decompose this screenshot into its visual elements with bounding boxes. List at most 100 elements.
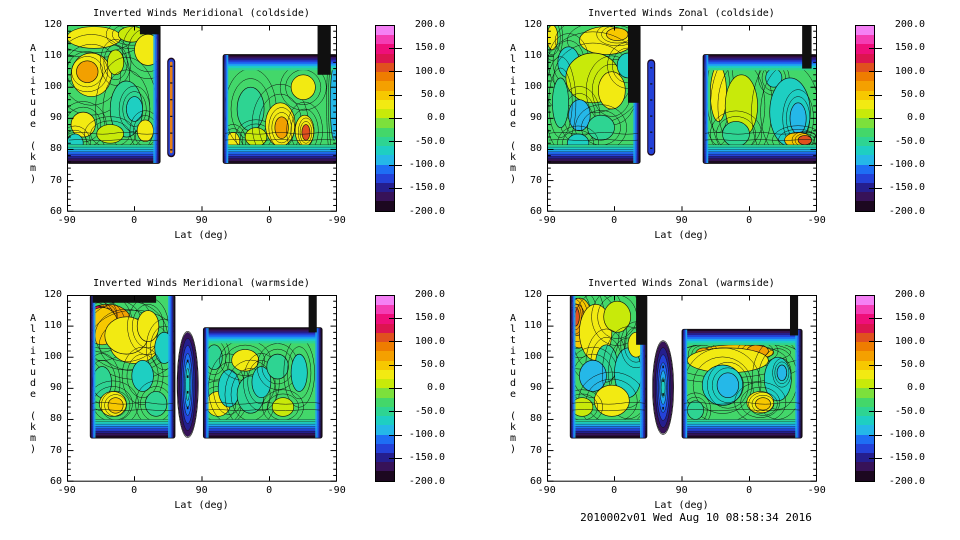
y-axis-label-char: k	[29, 151, 37, 163]
y-tick-label: 90	[529, 382, 542, 394]
colorbar-band	[376, 72, 394, 82]
colorbar-tick	[869, 141, 882, 143]
y-axis-label-char: (	[29, 141, 37, 153]
x-tick-label: -90	[57, 215, 76, 226]
y-axis-label-char: m	[509, 432, 517, 444]
y-tick-label: 120	[523, 289, 542, 300]
colorbar-band	[376, 146, 394, 156]
y-axis-label-char: )	[29, 443, 37, 455]
contour-plot	[66, 295, 337, 482]
colorbar-band	[856, 44, 874, 54]
colorbar-tick-label: 50.0	[420, 359, 445, 370]
x-tick-label: 0	[746, 215, 753, 226]
colorbar-tick-label: 150.0	[894, 312, 925, 324]
colorbar-band	[376, 155, 394, 165]
colorbar-tick	[869, 341, 882, 343]
colorbar-band	[376, 296, 394, 306]
colorbar-tick	[389, 71, 402, 73]
colorbar-tick	[389, 187, 402, 189]
x-axis-label: Lat (deg)	[174, 230, 229, 241]
contour-plot	[66, 25, 337, 212]
y-axis-label-char: i	[509, 75, 517, 87]
colorbar-band	[376, 425, 394, 435]
colorbar-tick-label: 200.0	[894, 19, 925, 30]
x-tick-label: 0	[131, 485, 138, 496]
chart-title: Inverted Winds Meridional (coldside)	[93, 8, 310, 19]
colorbar-tick	[389, 341, 402, 343]
colorbar-tick-label: 150.0	[414, 312, 445, 324]
y-axis-label-char: (	[29, 411, 37, 423]
y-axis-label-char: u	[29, 367, 37, 379]
colorbar-tick-label: 50.0	[420, 89, 445, 100]
colorbar-band	[856, 296, 874, 306]
colorbar-tick	[869, 364, 882, 366]
y-tick-label: 70	[49, 174, 62, 186]
colorbar-band	[376, 351, 394, 361]
y-tick-label: 60	[529, 205, 542, 217]
colorbar-band	[376, 201, 394, 211]
contour-plot	[546, 25, 817, 212]
colorbar-band	[376, 26, 394, 36]
colorbar-band	[856, 173, 874, 183]
colorbar-tick	[869, 411, 882, 413]
colorbar-band	[376, 136, 394, 147]
colorbar-band	[856, 81, 874, 91]
colorbar-band	[856, 462, 874, 472]
colorbar-tick-label: -50.0	[414, 135, 445, 147]
colorbar-tick-label: 200.0	[414, 19, 445, 30]
colorbar-band	[376, 53, 394, 63]
colorbar-band	[376, 323, 394, 333]
colorbar-tick	[389, 164, 402, 166]
colorbar-band	[856, 314, 874, 324]
x-tick-label: -90	[807, 485, 826, 496]
colorbar-band	[856, 26, 874, 36]
colorbar-band	[856, 118, 874, 128]
colorbar-band	[856, 452, 874, 463]
colorbar-tick	[389, 47, 402, 49]
colorbar-band	[856, 136, 874, 147]
y-axis-label-char: l	[29, 323, 37, 335]
x-tick-label: -90	[327, 485, 346, 496]
colorbar-band	[376, 360, 394, 370]
y-tick-label: 110	[43, 50, 62, 62]
colorbar-tick	[869, 117, 882, 119]
colorbar-band	[376, 109, 394, 119]
y-tick-label: 60	[49, 205, 62, 217]
colorbar-band	[376, 388, 394, 398]
colorbar-tick-label: -150.0	[888, 452, 925, 464]
y-axis-label-char: i	[29, 345, 37, 357]
colorbar-band	[376, 332, 394, 343]
y-axis-label-char: t	[509, 64, 517, 76]
colorbar-tick	[389, 317, 402, 319]
colorbar-tick	[869, 187, 882, 189]
colorbar-tick	[389, 117, 402, 119]
colorbar-tick-label: -100.0	[888, 159, 925, 171]
colorbar-band	[376, 369, 394, 380]
colorbar-band	[856, 72, 874, 82]
y-axis-label-char: u	[29, 97, 37, 109]
x-tick-label: 90	[195, 215, 208, 226]
y-tick-label: 110	[43, 320, 62, 332]
colorbar-band	[376, 44, 394, 54]
y-axis-label-char: d	[29, 108, 37, 120]
colorbar	[855, 295, 875, 482]
x-tick-label: 0	[131, 215, 138, 226]
colorbar-band	[376, 379, 394, 389]
colorbar-band	[856, 201, 874, 211]
colorbar-band	[856, 342, 874, 352]
y-axis-label-char: t	[509, 356, 517, 368]
colorbar-band	[856, 127, 874, 137]
x-tick-label: 0	[611, 485, 618, 496]
y-tick-label: 90	[529, 112, 542, 124]
x-tick-label: -90	[327, 215, 346, 226]
colorbar-band	[856, 35, 874, 45]
y-axis-label-char: u	[509, 97, 517, 109]
timestamp-caption: 2010002v01 Wed Aug 10 08:58:34 2016	[580, 511, 812, 524]
colorbar-tick-label: 200.0	[894, 289, 925, 300]
y-tick-label: 70	[529, 174, 542, 186]
y-axis-label-char: l	[509, 323, 517, 335]
y-axis-label-char: e	[29, 119, 37, 131]
colorbar-tick-label: 150.0	[894, 42, 925, 54]
colorbar-tick-label: 100.0	[414, 335, 445, 347]
